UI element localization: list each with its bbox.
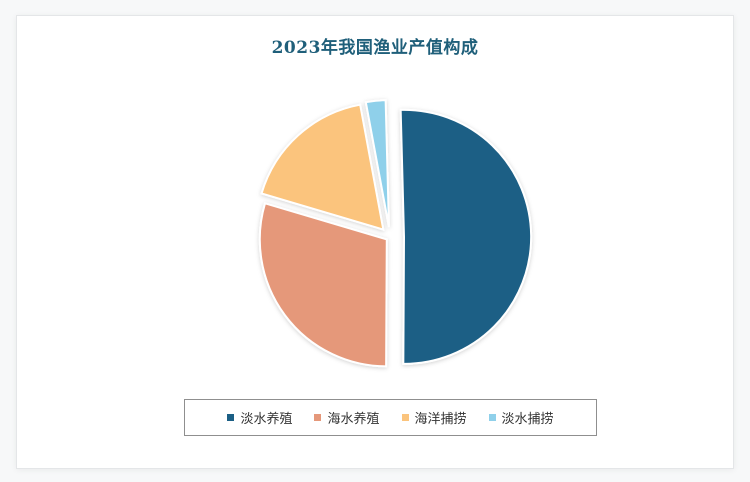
legend-label: 海水养殖	[327, 412, 380, 427]
chart-title: 2023年我国渔业产值构成	[271, 38, 479, 58]
legend-label: 淡水捕捞	[501, 412, 554, 427]
legend-item: 海洋捕捞	[401, 408, 467, 427]
pie-slice	[364, 99, 390, 228]
legend-swatch	[488, 414, 496, 421]
pie-slice	[258, 202, 388, 368]
legend-item: 淡水养殖	[227, 408, 292, 427]
legend-label: 淡水养殖	[240, 412, 293, 427]
legend-swatch	[401, 414, 409, 421]
legend-label: 海洋捕捞	[414, 412, 467, 427]
pie-slice	[399, 108, 533, 365]
legend-item: 淡水捕捞	[488, 408, 554, 427]
pie-slice	[260, 103, 385, 231]
legend-swatch	[227, 414, 235, 421]
legend-item: 海水养殖	[314, 408, 380, 427]
chart-legend: 淡水养殖 海水养殖 海洋捕捞 淡水捕捞	[184, 399, 597, 436]
legend-swatch	[314, 414, 322, 421]
